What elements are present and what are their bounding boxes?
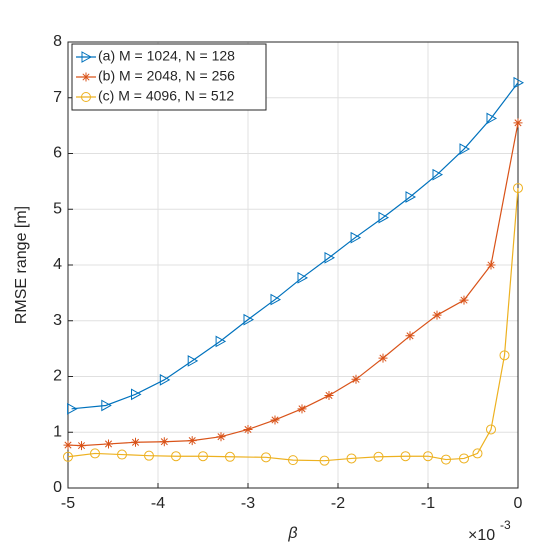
x-tick-label: -5	[61, 495, 75, 512]
marker	[459, 453, 469, 464]
marker	[243, 424, 253, 434]
marker	[63, 451, 73, 462]
marker	[513, 118, 523, 128]
marker	[67, 402, 78, 415]
x-tick-label: -2	[331, 495, 345, 512]
y-tick-label: 3	[53, 312, 62, 329]
marker	[459, 143, 471, 155]
marker	[270, 293, 282, 306]
y-tick-label: 5	[53, 200, 62, 217]
marker	[486, 424, 496, 435]
x-tick-label: -1	[421, 495, 435, 512]
marker	[513, 76, 525, 89]
marker	[346, 453, 357, 464]
marker	[297, 271, 309, 284]
marker	[215, 335, 227, 348]
marker	[63, 440, 73, 450]
marker	[101, 399, 112, 412]
legend-label: (c) M = 4096, N = 512	[98, 88, 234, 104]
marker	[472, 448, 483, 459]
marker	[187, 355, 199, 367]
marker	[405, 191, 417, 203]
marker	[159, 373, 171, 386]
marker	[159, 437, 169, 447]
marker	[378, 211, 390, 224]
marker	[216, 432, 226, 442]
marker	[187, 436, 197, 446]
marker	[144, 450, 154, 461]
marker	[513, 183, 523, 194]
marker	[131, 388, 142, 401]
legend-label: (a) M = 1024, N = 128	[98, 48, 235, 64]
marker	[405, 331, 415, 341]
y-tick-label: 1	[53, 423, 62, 440]
marker	[441, 454, 451, 465]
marker	[81, 72, 91, 82]
x-multiplier: ×10	[468, 527, 495, 544]
y-tick-label: 6	[53, 145, 62, 162]
marker	[319, 455, 330, 466]
marker	[288, 455, 298, 466]
marker	[131, 437, 140, 447]
y-tick-label: 8	[53, 33, 62, 50]
marker	[324, 390, 334, 400]
marker	[297, 404, 307, 414]
marker	[486, 112, 498, 125]
legend-label: (b) M = 2048, N = 256	[98, 68, 235, 84]
marker	[400, 451, 411, 462]
marker	[324, 251, 336, 264]
y-tick-label: 2	[53, 368, 62, 385]
x-axis-label: β	[287, 525, 297, 542]
marker	[117, 449, 127, 460]
series-line	[67, 188, 519, 462]
marker	[225, 451, 235, 462]
marker	[90, 448, 100, 459]
x-tick-label: -4	[151, 495, 165, 512]
series-line	[71, 82, 519, 410]
y-tick-label: 4	[53, 256, 62, 273]
marker	[270, 415, 280, 425]
marker	[171, 451, 181, 462]
marker	[350, 231, 362, 244]
marker	[432, 310, 442, 320]
x-tick-label: 0	[514, 495, 523, 512]
marker	[378, 353, 388, 363]
marker	[459, 295, 469, 305]
marker	[432, 168, 444, 181]
marker	[77, 441, 86, 451]
x-tick-label: -3	[241, 495, 255, 512]
marker	[81, 51, 93, 63]
marker	[243, 313, 255, 326]
marker	[486, 260, 496, 270]
marker	[351, 374, 361, 384]
marker	[198, 451, 208, 462]
plot-frame	[67, 41, 519, 489]
x-exponent: -3	[500, 518, 511, 532]
y-tick-label: 0	[53, 479, 62, 496]
y-tick-label: 7	[53, 89, 62, 106]
marker	[81, 92, 91, 102]
y-axis-label: RMSE range [m]	[13, 206, 30, 324]
legend-box	[71, 43, 267, 111]
marker	[373, 451, 384, 462]
marker	[261, 452, 271, 463]
marker	[499, 350, 510, 361]
marker	[104, 439, 113, 449]
marker	[423, 451, 433, 462]
